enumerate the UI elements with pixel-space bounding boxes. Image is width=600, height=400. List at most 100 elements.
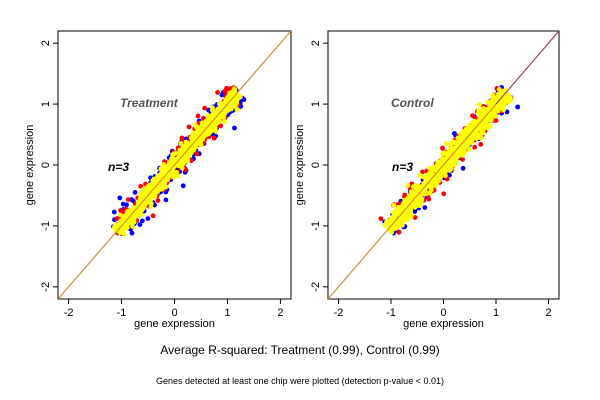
data-point — [130, 224, 136, 230]
panel-title: Treatment — [120, 96, 179, 110]
treatment-panel: -2 -1 0 1 2 -2 -1 0 1 2 gene expression gene expres… — [24, 30, 292, 330]
data-point — [221, 115, 227, 120]
data-point — [422, 205, 428, 211]
x-tick-label: 1 — [493, 307, 499, 319]
data-point — [486, 123, 492, 129]
data-point — [477, 114, 483, 119]
data-point — [396, 229, 402, 235]
data-point — [145, 196, 151, 202]
sample-count-label: n=3 — [108, 160, 129, 174]
data-point — [481, 126, 486, 132]
data-point — [227, 86, 233, 91]
control-panel: -2 -1 0 1 2 -2 -1 0 1 2 gene expression gene expres… — [294, 30, 560, 330]
y-tick-label: -2 — [40, 282, 52, 292]
data-point — [125, 197, 131, 203]
data-point — [474, 124, 480, 130]
data-point — [114, 216, 120, 221]
data-point — [443, 173, 448, 179]
x-axis-title: gene expression — [403, 318, 484, 330]
data-point — [425, 179, 431, 185]
data-point — [403, 210, 409, 215]
data-point — [478, 118, 483, 123]
data-point — [460, 165, 466, 171]
data-point — [407, 209, 413, 215]
diagonal-line — [58, 31, 291, 299]
data-point — [155, 189, 161, 194]
data-point — [210, 107, 215, 113]
data-point — [460, 153, 466, 158]
data-point — [413, 183, 419, 189]
data-point — [491, 102, 497, 108]
data-point — [213, 128, 219, 134]
x-tick-label: 0 — [171, 307, 177, 319]
x-tick-label: 2 — [277, 307, 283, 319]
data-point — [478, 142, 484, 147]
data-point — [451, 162, 457, 168]
data-point — [237, 94, 243, 99]
data-point — [150, 213, 156, 219]
data-point — [204, 117, 210, 123]
y-tick-label: -2 — [310, 282, 322, 292]
data-point — [213, 110, 219, 116]
data-point — [155, 198, 161, 204]
data-point — [391, 202, 397, 208]
data-point — [459, 149, 465, 155]
data-point — [178, 141, 184, 146]
data-point — [485, 100, 491, 105]
data-point — [194, 151, 200, 157]
x-tick-label: -1 — [386, 307, 396, 319]
data-point — [111, 209, 117, 215]
data-point — [216, 117, 221, 123]
data-point — [485, 110, 490, 116]
data-point — [405, 217, 410, 222]
data-point — [222, 99, 228, 105]
data-point — [129, 230, 135, 236]
y-tick-label: 1 — [310, 101, 322, 107]
data-point — [199, 120, 205, 126]
data-point — [130, 214, 135, 220]
data-point — [420, 169, 425, 175]
data-point — [384, 219, 389, 225]
data-point — [434, 180, 440, 185]
x-tick-label: -1 — [117, 307, 127, 319]
data-point — [234, 107, 240, 113]
data-point — [458, 131, 463, 137]
data-point — [425, 172, 431, 178]
data-point — [222, 119, 228, 124]
data-point — [198, 142, 204, 148]
data-point — [378, 216, 384, 222]
data-point — [487, 104, 493, 109]
data-point — [508, 98, 514, 103]
data-point — [408, 214, 414, 219]
data-point — [458, 143, 464, 149]
data-point — [505, 92, 511, 98]
y-tick-label: 2 — [40, 40, 52, 46]
data-point — [417, 172, 423, 178]
data-point — [228, 91, 233, 97]
data-point — [193, 122, 198, 128]
data-point — [436, 175, 441, 181]
data-point — [438, 158, 444, 164]
data-point — [158, 185, 164, 191]
y-tick-label: 2 — [310, 40, 322, 46]
data-point — [480, 122, 486, 128]
panel-title: Control — [391, 96, 434, 110]
data-point — [141, 186, 146, 192]
x-tick-label: -2 — [334, 307, 344, 319]
data-point — [172, 151, 178, 157]
x-tick-label: 2 — [545, 307, 551, 319]
y-tick-label: -1 — [40, 221, 52, 231]
data-point — [127, 208, 133, 214]
data-point — [421, 187, 426, 193]
data-point — [118, 227, 124, 233]
y-tick-label: 0 — [310, 162, 322, 168]
data-point — [167, 162, 173, 168]
data-point — [426, 196, 432, 202]
data-point — [455, 140, 461, 146]
data-point — [410, 203, 415, 209]
data-point — [504, 109, 510, 115]
x-tick-label: -2 — [64, 307, 74, 319]
data-point — [398, 219, 404, 225]
data-point — [427, 165, 433, 171]
data-point — [163, 184, 169, 190]
